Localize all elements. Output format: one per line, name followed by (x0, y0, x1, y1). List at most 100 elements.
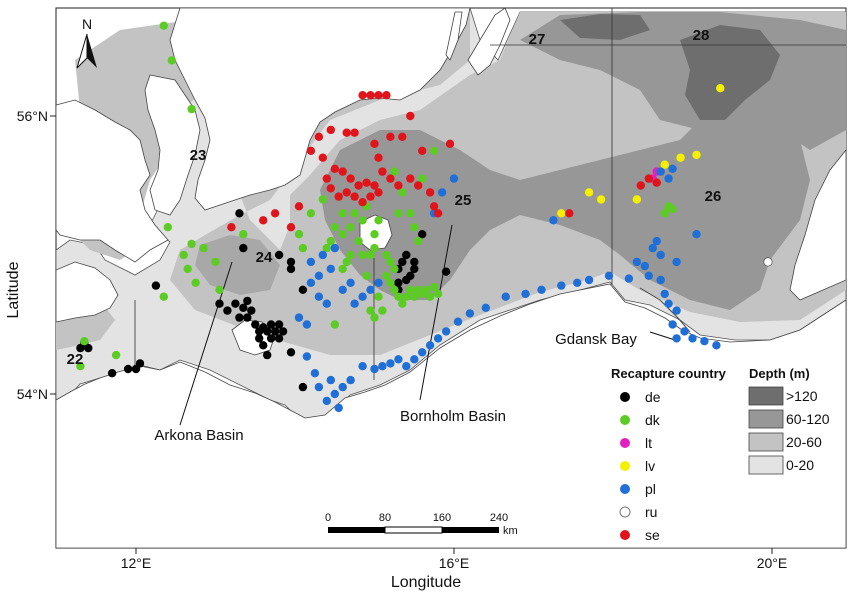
legend-marker-lt (620, 438, 630, 448)
recapture-point-pl (314, 271, 324, 280)
recapture-point-de (263, 327, 272, 336)
area-label-25: 25 (455, 192, 472, 209)
recapture-point-dk (414, 236, 423, 246)
recapture-point-se (346, 174, 355, 183)
recapture-point-de (239, 303, 248, 312)
recapture-point-dk (660, 209, 669, 218)
recapture-point-pl (672, 257, 681, 267)
recapture-point-de (247, 306, 256, 315)
recapture-point-de (107, 369, 117, 378)
recapture-point-de (266, 320, 276, 329)
recapture-point-lv (596, 195, 606, 204)
recapture-point-dk (433, 289, 443, 299)
recapture-point-dk (239, 230, 248, 239)
recapture-point-de (259, 341, 268, 350)
recapture-point-dk (183, 264, 192, 274)
recapture-point-pl (322, 396, 331, 406)
recapture-point-de (286, 264, 296, 274)
recapture-point-de (151, 281, 161, 290)
recapture-point-dk (330, 223, 339, 232)
recapture-point-de (231, 299, 240, 308)
recapture-point-de (410, 257, 419, 267)
region-label-arkona: Arkona Basin (154, 427, 243, 444)
scale-tick-0: 0 (325, 512, 331, 524)
recapture-point-pl (322, 299, 331, 308)
recapture-point-dk (354, 236, 363, 246)
recapture-point-lv (557, 209, 566, 218)
legend-marker-se (620, 530, 630, 540)
recapture-point-pl (680, 327, 689, 336)
recapture-point-pl (346, 278, 355, 287)
area-label-28: 28 (693, 27, 710, 44)
recapture-point-se (406, 174, 415, 183)
recapture-point-se (259, 216, 268, 225)
y-tick-54n: 54°N (17, 386, 48, 402)
recapture-point-dk (425, 292, 435, 301)
recapture-point-pl (672, 306, 681, 315)
sea-deep (320, 110, 810, 310)
legend-label-pl: pl (645, 481, 656, 497)
land-germany-poland (56, 283, 846, 548)
axis-ticks (50, 115, 773, 554)
sea-very-deep-2 (560, 14, 650, 40)
recapture-point-dk (80, 337, 89, 346)
recapture-point-dk (338, 230, 347, 239)
recapture-point-dk (398, 299, 407, 308)
recapture-point-dk (187, 104, 196, 114)
recapture-point-se (342, 128, 351, 137)
legend-label-lv: lv (645, 458, 655, 474)
recapture-point-pl (465, 309, 475, 318)
recapture-point-pl (410, 355, 419, 364)
recapture-point-dk (159, 292, 168, 301)
recapture-point-lv (676, 153, 685, 162)
recapture-point-dk (294, 230, 304, 239)
land-hel-peninsula (639, 287, 691, 333)
recapture-point-se (378, 167, 387, 176)
land-denmark-jutland (56, 99, 169, 263)
recapture-point-se (433, 209, 443, 218)
north-arrow: N (76, 16, 97, 69)
recapture-point-dk (668, 204, 677, 214)
recapture-point-pl (302, 352, 312, 361)
recapture-point-dk (366, 306, 375, 315)
recapture-point-pl (537, 285, 546, 294)
recapture-point-se (398, 132, 407, 141)
sea-very-deep (680, 25, 780, 120)
recapture-point-lv (660, 160, 669, 169)
recapture-point-pl (366, 285, 375, 294)
recapture-point-pl (549, 216, 558, 225)
recapture-point-dk (418, 174, 427, 183)
x-tick-20e: 20°E (757, 555, 788, 571)
recapture-point-dk (306, 209, 316, 218)
recapture-point-se (429, 202, 439, 211)
recapture-point-dk (111, 350, 121, 360)
recapture-point-pl (656, 275, 665, 285)
legend-label-ru: ru (645, 504, 657, 520)
recapture-point-se (386, 132, 395, 141)
recapture-point-se (636, 181, 645, 190)
recapture-point-se (294, 202, 304, 211)
recapture-point-pl (664, 174, 673, 183)
recapture-point-se (342, 188, 351, 197)
recapture-point-lv (716, 84, 725, 93)
recapture-point-de (239, 243, 248, 253)
legend-label-de: de (645, 389, 661, 405)
recapture-point-se (366, 192, 375, 201)
area-label-22: 22 (67, 351, 84, 368)
recapture-point-dk (386, 278, 395, 287)
recapture-point-de (402, 250, 411, 260)
recapture-point-de (266, 334, 276, 343)
recapture-point-pl (294, 313, 304, 322)
map-layers (56, 8, 846, 548)
recapture-point-dk (199, 243, 208, 253)
recapture-point-de (215, 299, 224, 308)
north-arrow-icon (87, 34, 97, 68)
recapture-point-se (322, 174, 331, 183)
recapture-point-dk (163, 223, 172, 232)
recapture-point-pl (688, 334, 697, 343)
recapture-point-pl (394, 355, 403, 364)
x-axis-title: Longitude (391, 574, 461, 591)
recapture-point-pl (672, 334, 681, 343)
recapture-point-dk (398, 188, 407, 197)
recapture-point-dk (318, 195, 327, 204)
